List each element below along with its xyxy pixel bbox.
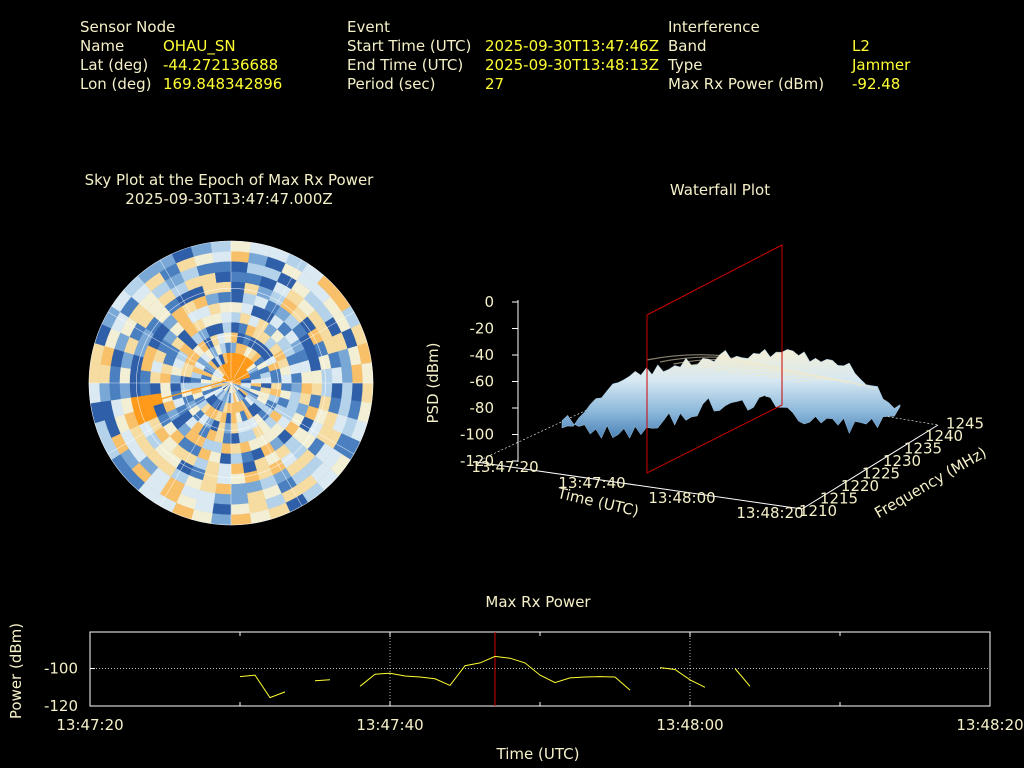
waterfall-y-tick: 1230 <box>883 452 921 470</box>
sensor-lon-label: Lon (deg) <box>80 75 152 93</box>
sky-spoke <box>107 311 232 384</box>
waterfall-ridge-line <box>781 376 862 387</box>
sky-plot-subtitle: 2025-09-30T13:47:47.000Z <box>125 190 333 208</box>
event-period-label: Period (sec) <box>347 75 436 93</box>
interference-type-label: Type <box>668 56 703 74</box>
sensor-name-value: OHAU_SN <box>163 37 236 55</box>
max-power-x-axis-label: Time (UTC) <box>496 745 580 763</box>
max-power-x-tick: 13:47:40 <box>356 716 423 734</box>
sensor-lat-value: -44.272136688 <box>163 56 279 74</box>
sensor-name-label: Name <box>80 37 125 55</box>
waterfall-x-tick: 13:48:00 <box>648 489 715 507</box>
max-power-line-segment <box>239 674 286 699</box>
waterfall-y-tick: 1210 <box>799 502 837 520</box>
waterfall-z-tick: -40 <box>470 346 495 364</box>
waterfall-z-axis-label: PSD (dBm) <box>424 342 442 423</box>
max-power-title: Max Rx Power <box>485 593 591 611</box>
waterfall-z-tick: -20 <box>470 320 495 338</box>
waterfall-z-tick: -60 <box>470 373 495 391</box>
max-power-y-tick: -100 <box>44 660 78 678</box>
max-power-frame <box>89 631 991 707</box>
waterfall-title: Waterfall Plot <box>669 181 771 199</box>
sky-spoke <box>159 382 232 507</box>
sky-spoke <box>230 382 303 507</box>
sensor-lat-label: Lat (deg) <box>80 56 149 74</box>
waterfall-z-tick: -100 <box>460 426 494 444</box>
max-power-series <box>239 655 751 699</box>
event-end-value: 2025-09-30T13:48:13Z <box>485 56 659 74</box>
sky-spoke <box>230 382 355 455</box>
waterfall-x-tick: 13:47:20 <box>471 458 538 476</box>
waterfall-ridge-line <box>686 361 768 367</box>
interference-band-value: L2 <box>852 37 870 55</box>
sensor-lon-value: 169.848342896 <box>163 75 283 93</box>
sky-spoke <box>230 311 355 384</box>
sky-spoke <box>230 259 303 384</box>
sky-plot-cells <box>88 240 374 526</box>
sky-spoke <box>159 259 232 384</box>
max-power-x-tick: 13:48:00 <box>656 716 723 734</box>
waterfall-y-tick: 1220 <box>841 477 879 495</box>
sky-plot-title: Sky Plot at the Epoch of Max Rx Power <box>84 171 374 189</box>
waterfall-ridge-line <box>673 358 754 365</box>
waterfall-z-tick: 0 <box>484 293 494 311</box>
event-start-value: 2025-09-30T13:47:46Z <box>485 37 659 55</box>
sky-spoke <box>107 382 232 455</box>
waterfall-y-tick: 1245 <box>946 415 984 433</box>
waterfall-ridge-line <box>646 354 727 361</box>
event-start-label: Start Time (UTC) <box>347 37 472 55</box>
interference-type-value: Jammer <box>852 56 911 74</box>
sensor-node-heading: Sensor Node <box>80 18 176 36</box>
max-power-y-tick: -120 <box>44 697 78 715</box>
waterfall-z-tick: -120 <box>460 452 494 470</box>
event-heading: Event <box>347 18 390 36</box>
waterfall-x-tick: 13:48:20 <box>736 504 803 522</box>
waterfall-marker-plane <box>646 244 783 474</box>
sky-jammer-bearing <box>149 377 237 403</box>
waterfall-y-tick: 1235 <box>904 440 942 458</box>
max-power-line-segment <box>659 667 706 688</box>
event-period-value: 27 <box>485 75 505 93</box>
max-power-line-segment <box>314 679 331 682</box>
max-power-line-segment <box>359 655 631 691</box>
waterfall-time-marker <box>646 244 783 474</box>
max-power-grid <box>89 632 991 707</box>
event-end-label: End Time (UTC) <box>347 56 464 74</box>
waterfall-ridge-line <box>659 356 741 363</box>
max-power-x-tick: 13:47:20 <box>56 716 123 734</box>
waterfall-y-tick: 1215 <box>820 490 858 508</box>
max-power-y-axis-label: Power (dBm) <box>7 623 25 719</box>
waterfall-x-tick: 13:47:40 <box>558 474 625 492</box>
waterfall-y-tick: 1225 <box>862 465 900 483</box>
waterfall-y-tick: 1240 <box>925 427 963 445</box>
waterfall-ridge-line <box>795 378 876 390</box>
waterfall-ridge-line <box>700 363 781 369</box>
waterfall-z-tick: -80 <box>470 399 495 417</box>
max-power-ticks: 13:47:20 13:47:40 13:48:00 13:48:20 -100 -120 <box>44 660 1024 734</box>
interference-power-label: Max Rx Power (dBm) <box>668 75 825 93</box>
max-power-line-segment <box>734 668 751 687</box>
interference-heading: Interference <box>668 18 760 36</box>
max-power-x-tick: 13:48:20 <box>956 716 1023 734</box>
interference-power-value: -92.48 <box>852 75 901 93</box>
sky-plot-grid <box>88 240 374 526</box>
interference-band-label: Band <box>668 37 707 55</box>
